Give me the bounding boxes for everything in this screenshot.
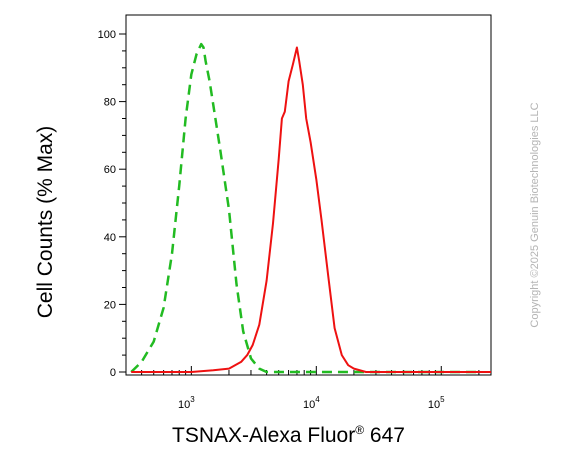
x-tick-exponent: 5 [440, 395, 445, 404]
x-tick-exponent: 4 [315, 395, 320, 404]
x-axis-label-main: TSNAX-Alexa Fluor [172, 424, 356, 447]
copyright-watermark: Copyright ©2025 Genuin Biotechnologies L… [529, 102, 541, 328]
x-tick-exponent: 3 [190, 395, 195, 404]
y-tick-label: 100 [98, 29, 116, 41]
y-tick-label: 40 [104, 232, 116, 244]
series-lines [130, 42, 491, 374]
y-tick-label: 60 [104, 164, 116, 176]
x-tick-label: 105 [428, 395, 445, 411]
x-tick-label: 104 [303, 395, 320, 411]
plot-frame [125, 14, 492, 376]
registered-mark: ® [355, 423, 365, 437]
series-line-2 [131, 46, 491, 373]
y-axis-label: Cell Counts (% Max) [34, 125, 57, 319]
y-axis: 0 20 40 60 80 100 [98, 29, 126, 379]
y-tick-label: 0 [110, 367, 116, 379]
series-line-1 [130, 42, 479, 374]
x-axis-label-tail: 647 [364, 424, 405, 447]
y-tick-label: 80 [104, 97, 116, 109]
x-tick-label: 103 [178, 395, 195, 411]
y-tick-label: 20 [104, 299, 116, 311]
x-axis-label: TSNAX-Alexa Fluor® 647 [172, 423, 405, 448]
